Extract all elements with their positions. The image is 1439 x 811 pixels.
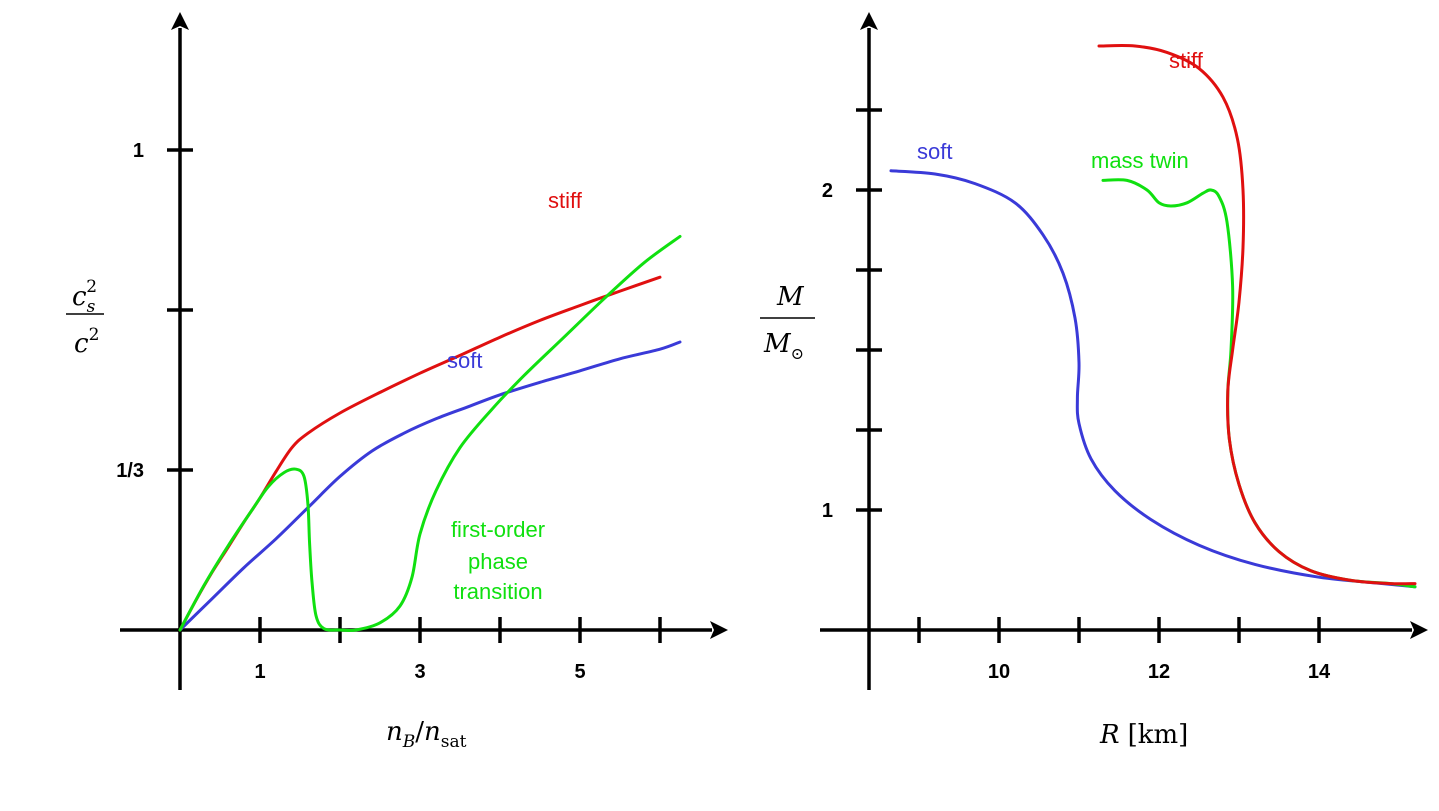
right-label-mass-twin: mass twin xyxy=(1091,148,1189,173)
right-x-ticks xyxy=(917,617,1321,643)
svg-text:phase: phase xyxy=(468,549,528,574)
right-y-tick-label: 2 xyxy=(822,180,833,202)
left-y-ticks xyxy=(167,148,193,472)
right-y-label: M M⊙ xyxy=(760,282,815,363)
left-y-num-sup: 2 xyxy=(86,277,97,297)
left-x-tick-labels: 1 3 5 xyxy=(254,661,585,683)
svg-text:M⊙: M⊙ xyxy=(763,329,804,363)
right-curves xyxy=(889,44,1417,589)
left-x-axis-arrow xyxy=(710,621,728,639)
left-series-stiff-line xyxy=(178,275,662,632)
left-label-phase-transition: first-order phase transition xyxy=(451,517,545,604)
right-y-ticks xyxy=(856,108,882,512)
right-x-tick-label: 14 xyxy=(1308,661,1331,683)
left-x-tick-label: 1 xyxy=(254,661,265,683)
left-x-label: nB/nsat xyxy=(386,717,467,752)
right-series-mass-twin-line xyxy=(1101,178,1417,589)
right-x-label: R [km] xyxy=(1099,720,1188,750)
right-label-soft: soft xyxy=(917,139,952,164)
left-series-soft-line xyxy=(178,340,682,632)
svg-text:first-order: first-order xyxy=(451,517,545,542)
left-y-tick-label: 1 xyxy=(133,140,144,162)
svg-text:transition: transition xyxy=(453,579,542,604)
left-y-num-base: c xyxy=(72,282,87,312)
right-x-tick-labels: 10 12 14 xyxy=(988,661,1331,683)
right-x-axis-arrow xyxy=(1410,621,1428,639)
left-label-soft: soft xyxy=(447,348,482,373)
right-x-tick-label: 12 xyxy=(1148,661,1170,683)
right-y-den-base: M xyxy=(763,329,792,359)
svg-text:cs2: cs2 xyxy=(72,277,97,317)
left-curves xyxy=(178,234,682,633)
left-axes xyxy=(120,12,728,690)
right-series-soft-line xyxy=(889,169,1417,589)
right-y-tick-labels: 12 xyxy=(822,180,833,522)
left-y-axis-arrow xyxy=(171,12,189,30)
svg-text:c2: c2 xyxy=(74,325,99,359)
left-series-first-order-phase-transition-line xyxy=(178,234,682,633)
right-axes xyxy=(820,12,1428,690)
left-x-ticks xyxy=(258,617,662,643)
left-y-tick-label: 1/3 xyxy=(116,460,144,482)
left-y-den-sup: 2 xyxy=(89,325,100,345)
left-y-den-base: c xyxy=(74,329,89,359)
right-y-num: M xyxy=(776,282,805,312)
right-y-den-sub: ⊙ xyxy=(791,344,804,363)
right-series-stiff-line xyxy=(1097,44,1417,586)
left-x-tick-label: 3 xyxy=(414,661,425,683)
left-y-num-sub: s xyxy=(87,297,96,317)
left-y-label: cs2 c2 xyxy=(66,277,104,359)
left-label-stiff: stiff xyxy=(548,188,583,213)
right-y-tick-label: 1 xyxy=(822,500,833,522)
right-panel: 10 12 14 12 M M⊙ R [km] stiff soft mass twi… xyxy=(760,12,1428,750)
right-x-tick-label: 10 xyxy=(988,661,1010,683)
left-y-tick-labels: 1/3 1 xyxy=(116,140,144,482)
right-label-stiff: stiff xyxy=(1169,48,1204,73)
left-x-tick-label: 5 xyxy=(574,661,585,683)
right-y-axis-arrow xyxy=(860,12,878,30)
